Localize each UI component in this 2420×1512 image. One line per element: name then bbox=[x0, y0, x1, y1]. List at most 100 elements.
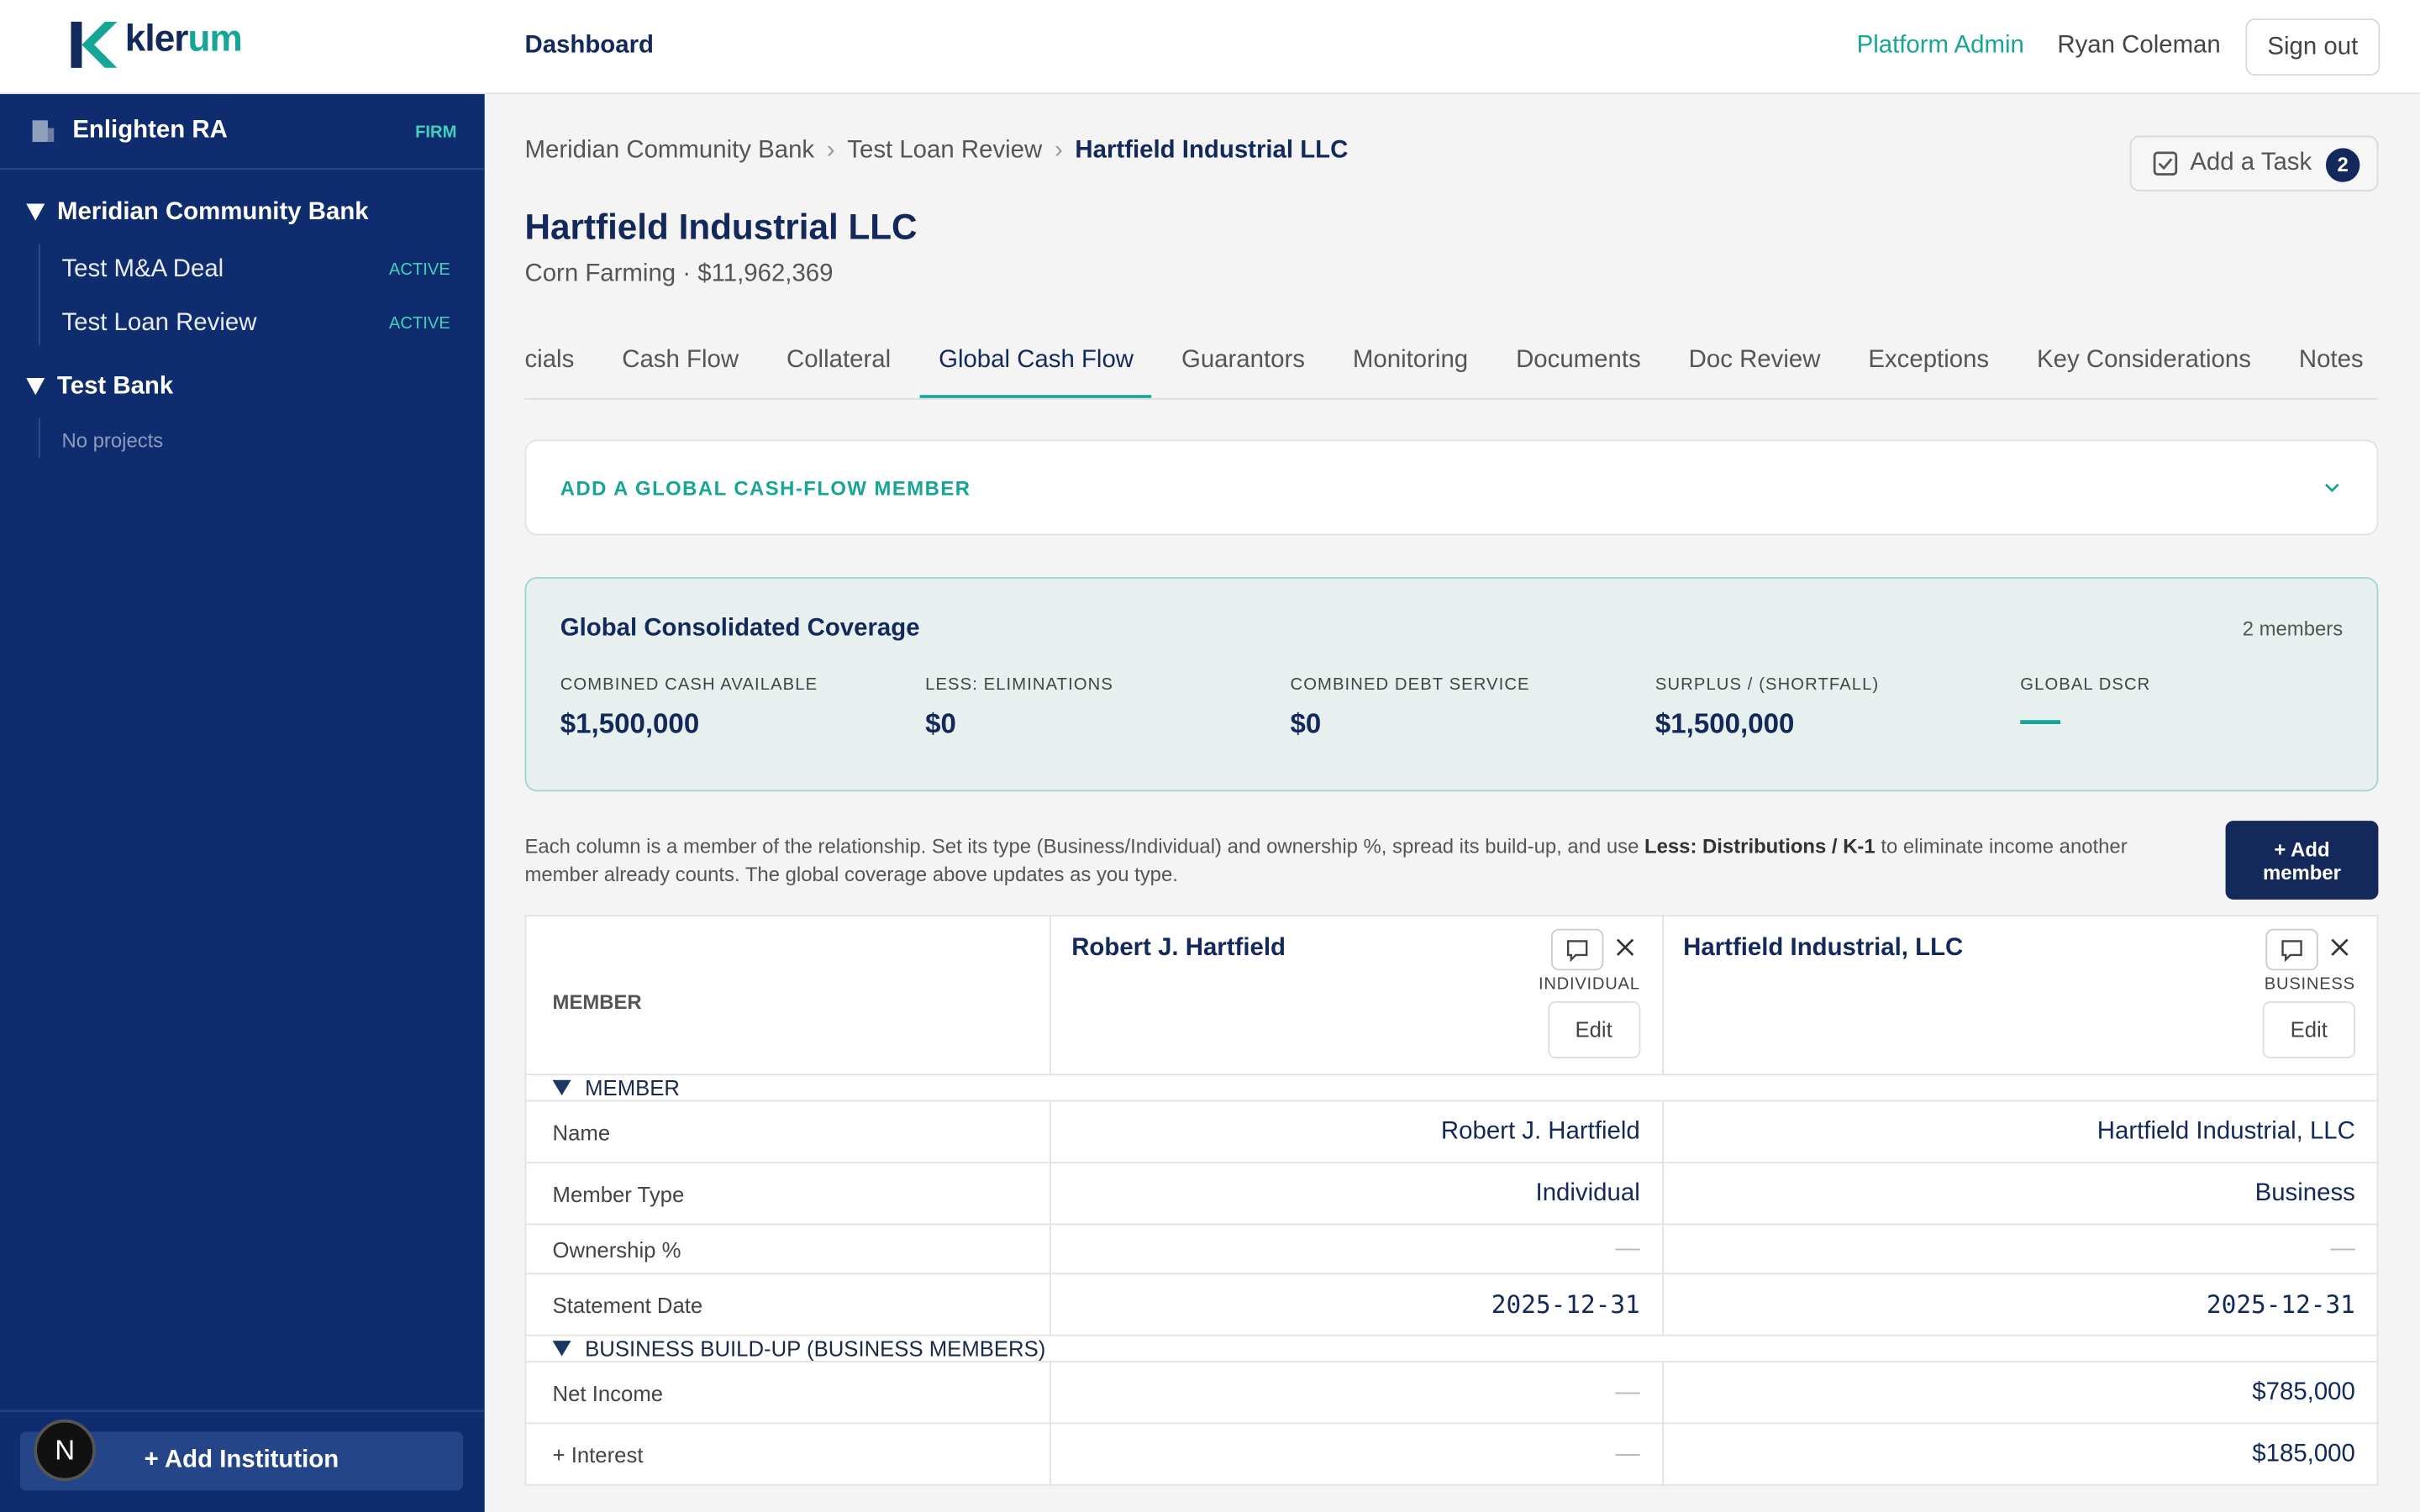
tab[interactable]: Exceptions bbox=[1868, 347, 1990, 374]
label-cell: Net Income bbox=[524, 1360, 1052, 1425]
nav-link[interactable]: Dashboard bbox=[524, 32, 655, 59]
value-cell: — bbox=[1050, 1422, 1664, 1486]
edit-button[interactable]: Edit bbox=[2262, 1001, 2355, 1058]
member-table-wrap: MEMBER Robert J. Hartfield INDIVIDUAL Edit H… bbox=[524, 915, 2379, 1486]
member-type: BUSINESS bbox=[2264, 974, 2355, 994]
tree-line bbox=[38, 417, 40, 459]
divider bbox=[0, 1410, 485, 1412]
sign-out[interactable]: Sign out bbox=[2245, 18, 2381, 76]
member-cell: Hartfield Industrial, LLC BUSINESS Edit bbox=[1661, 915, 2379, 1076]
metric-label: COMBINED CASH AVAILABLE bbox=[560, 675, 818, 695]
sidebar: Enlighten RA FIRM + Add Institution N Me… bbox=[0, 94, 485, 1512]
task-icon bbox=[2153, 151, 2178, 176]
metric-value: $0 bbox=[1290, 708, 1322, 739]
label-cell: Statement Date bbox=[524, 1273, 1052, 1336]
firm-badge: FIRM bbox=[415, 123, 457, 142]
tab[interactable]: Guarantors bbox=[1181, 347, 1305, 374]
edit-button[interactable]: Edit bbox=[1547, 1001, 1640, 1058]
metric-label: SURPLUS / (SHORTFALL) bbox=[1655, 675, 1880, 695]
tab[interactable]: Collateral bbox=[786, 347, 892, 374]
value-cell: Robert J. Hartfield bbox=[1050, 1100, 1664, 1163]
divider bbox=[0, 168, 485, 171]
help-text: Each column is a member of the relations… bbox=[524, 833, 2175, 887]
text: to eliminate income another member alrea… bbox=[524, 834, 2128, 885]
metric-value: $1,500,000 bbox=[560, 708, 700, 739]
metric-value: $1,500,000 bbox=[1655, 708, 1795, 739]
page-subtitle: Corn Farming · $11,962,369 bbox=[524, 260, 834, 287]
comment-icon bbox=[1566, 940, 1587, 963]
value-cell: Business bbox=[1661, 1162, 2379, 1226]
data-row: Statement Date 2025-12-31 2025-12-31 bbox=[524, 1273, 2379, 1336]
institution-name[interactable]: Meridian Community Bank bbox=[56, 198, 369, 226]
tab[interactable]: Notes bbox=[2298, 347, 2364, 374]
close-icon bbox=[2331, 938, 2349, 956]
section-title: MEMBER bbox=[585, 1075, 680, 1100]
institution-name[interactable]: Test Bank bbox=[56, 373, 174, 400]
empty-text: No projects bbox=[61, 428, 164, 453]
chevron bbox=[2324, 483, 2339, 493]
section-row[interactable]: MEMBER bbox=[524, 1074, 2379, 1102]
data-row: Ownership % — — bbox=[524, 1223, 2379, 1275]
collapse-icon bbox=[552, 1079, 571, 1096]
data-row: + Interest — $185,000 bbox=[524, 1422, 2379, 1486]
tab[interactable]: Doc Review bbox=[1688, 347, 1821, 374]
section-cell: MEMBER bbox=[524, 1074, 2379, 1102]
text: Each column is a member of the relations… bbox=[524, 834, 1645, 858]
metric-label: COMBINED DEBT SERVICE bbox=[1290, 675, 1530, 695]
user-name: Ryan Coleman bbox=[2057, 32, 2221, 59]
project-name[interactable]: Test M&A Deal bbox=[61, 255, 224, 283]
member-name: Hartfield Industrial, LLC bbox=[1683, 935, 1964, 962]
tab[interactable]: Key Considerations bbox=[2037, 347, 2251, 374]
metric-label: LESS: ELIMINATIONS bbox=[925, 675, 1113, 695]
top-bar: klerum Dashboard Platform Admin Ryan Col… bbox=[0, 0, 2420, 95]
breadcrumb-item[interactable]: Test Loan Review bbox=[847, 137, 1043, 164]
tab[interactable]: cials bbox=[524, 347, 575, 374]
tab[interactable]: Cash Flow bbox=[622, 347, 739, 374]
add-institution[interactable]: + Add Institution bbox=[19, 1431, 464, 1491]
tab[interactable]: Monitoring bbox=[1352, 347, 1469, 374]
accordion-label: ADD A GLOBAL CASH-FLOW MEMBER bbox=[560, 476, 971, 501]
metric-value: — bbox=[2020, 696, 2061, 743]
data-row: Member Type Individual Business bbox=[524, 1162, 2379, 1226]
coverage-members: 2 members bbox=[2242, 617, 2344, 641]
add-task[interactable]: Add a Task 2 bbox=[2129, 135, 2379, 192]
firm-name[interactable]: Enlighten RA bbox=[72, 117, 228, 144]
metric-label: GLOBAL DSCR bbox=[2020, 675, 2151, 695]
label-cell: Name bbox=[524, 1100, 1052, 1163]
label-cell: Ownership % bbox=[524, 1223, 1052, 1275]
tab[interactable]: Global Cash Flow bbox=[920, 343, 1153, 398]
remove-button[interactable] bbox=[1609, 932, 1640, 963]
metric-value: $0 bbox=[925, 708, 956, 739]
logo-part: kler bbox=[124, 18, 189, 60]
label-cell: Member Type bbox=[524, 1162, 1052, 1226]
page-title: Hartfield Industrial LLC bbox=[524, 207, 918, 247]
breadcrumb-item[interactable]: Meridian Community Bank bbox=[524, 137, 815, 164]
comment-button[interactable] bbox=[2265, 928, 2318, 971]
comment-button[interactable] bbox=[1550, 928, 1603, 971]
remove-button[interactable] bbox=[2324, 932, 2355, 963]
coverage-card: Global Consolidated Coverage 2 members C… bbox=[524, 576, 2379, 792]
value-cell: — bbox=[1050, 1223, 1664, 1275]
value-cell: Individual bbox=[1050, 1162, 1664, 1226]
logo-mark bbox=[71, 21, 118, 68]
separator: › bbox=[826, 137, 835, 164]
member-table: MEMBER Robert J. Hartfield INDIVIDUAL Edit H… bbox=[524, 915, 2379, 1486]
logo: klerum bbox=[124, 18, 243, 61]
accordion[interactable]: ADD A GLOBAL CASH-FLOW MEMBER bbox=[524, 439, 2379, 536]
logo-part: um bbox=[187, 18, 243, 60]
project-name[interactable]: Test Loan Review bbox=[61, 310, 257, 337]
emphasis: Less: Distributions / K-1 bbox=[1644, 834, 1876, 858]
task-label: Add a Task bbox=[2190, 150, 2312, 176]
tab[interactable]: Documents bbox=[1516, 347, 1641, 374]
collapse-icon bbox=[26, 378, 45, 396]
section-row[interactable]: BUSINESS BUILD-UP (BUSINESS MEMBERS) bbox=[524, 1334, 2379, 1362]
admin-link[interactable]: Platform Admin bbox=[1856, 32, 2024, 59]
header-row: MEMBER Robert J. Hartfield INDIVIDUAL Edit H… bbox=[524, 915, 2379, 1076]
avatar[interactable]: N bbox=[34, 1419, 96, 1482]
add-member[interactable]: + Add member bbox=[2225, 821, 2379, 900]
member-cell: Robert J. Hartfield INDIVIDUAL Edit bbox=[1050, 915, 1664, 1076]
tab-bar: cials Cash Flow Collateral Global Cash Flow… bbox=[524, 343, 2379, 400]
label-cell: + Interest bbox=[524, 1422, 1052, 1486]
